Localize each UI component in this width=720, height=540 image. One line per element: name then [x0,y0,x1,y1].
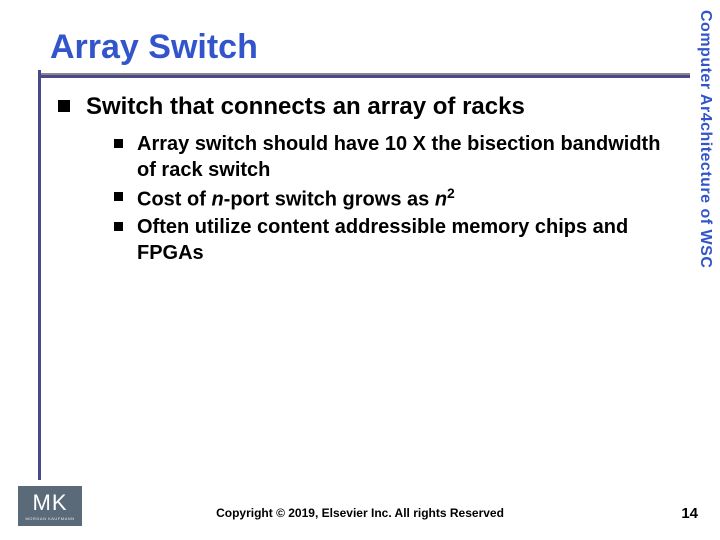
slide: Array Switch Computer Ar4chitecture of W… [0,0,720,540]
vertical-rule [38,70,41,480]
content-area: Switch that connects an array of racks A… [58,92,676,269]
square-bullet-icon [114,192,123,201]
square-bullet-icon [58,100,70,112]
slide-title: Array Switch [38,28,690,71]
section-side-label: Computer Ar4chitecture of WSC [690,10,714,268]
bullet-level2: Cost of n-port switch grows as n2 [114,185,676,213]
page-number: 14 [681,505,698,522]
bullet-text: Switch that connects an array of racks [86,92,525,122]
bullet-level2: Often utilize content addressible memory… [114,215,676,266]
square-bullet-icon [114,222,123,231]
bullet-text: Array switch should have 10 X the bisect… [137,132,676,183]
square-bullet-icon [114,139,123,148]
bullet-text: Cost of n-port switch grows as n2 [137,185,455,213]
bullet-level2: Array switch should have 10 X the bisect… [114,132,676,183]
sub-bullet-group: Array switch should have 10 X the bisect… [114,132,676,267]
bullet-text: Often utilize content addressible memory… [137,215,676,266]
title-rule: Array Switch [38,28,690,78]
bullet-level1: Switch that connects an array of racks [58,92,676,122]
copyright-text: Copyright © 2019, Elsevier Inc. All righ… [0,506,720,520]
